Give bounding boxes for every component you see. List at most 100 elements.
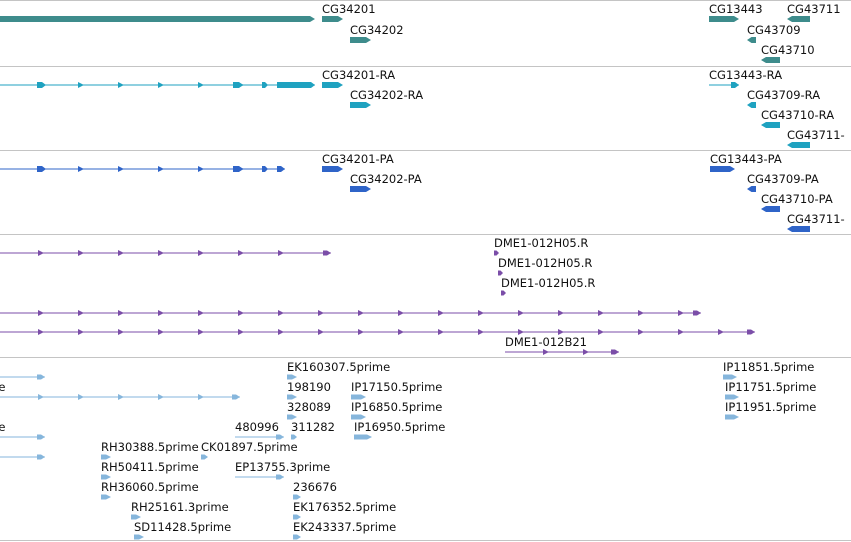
strand-arrow-icon [318, 329, 324, 335]
feature-glyph[interactable]: 311282 [291, 420, 335, 440]
feature-glyph[interactable] [0, 82, 315, 88]
feature-block [101, 454, 111, 460]
strand-arrow-icon [158, 394, 164, 400]
feature-glyph[interactable]: CG34201 [322, 2, 376, 22]
feature-label: IP16950.5prime [354, 420, 445, 434]
feature-exon [277, 82, 315, 88]
feature-glyph[interactable] [0, 454, 45, 460]
feature-block [37, 454, 45, 460]
feature-label: IP11751.5prime [725, 380, 816, 394]
feature-label: RH25161.3prime [131, 500, 229, 514]
feature-block [787, 16, 810, 22]
feature-glyph[interactable]: CG34202 [350, 23, 404, 43]
feature-glyph[interactable]: CG43711- [787, 128, 845, 148]
feature-glyph[interactable]: CG34201-RA [322, 68, 395, 88]
feature-exon [262, 166, 268, 172]
feature-glyph[interactable] [0, 16, 315, 22]
feature-glyph[interactable]: DME1-012H05.R [494, 236, 588, 256]
feature-glyph[interactable]: DME1-012B21 [505, 335, 619, 355]
strand-arrow-icon [358, 310, 364, 316]
feature-glyph[interactable]: 236676 [293, 480, 337, 500]
feature-block [322, 166, 343, 172]
feature-glyph[interactable]: CG13443-PA [710, 152, 782, 172]
feature-glyph[interactable]: 328089 [287, 400, 331, 420]
feature-glyph[interactable]: DME1-012H05.R [501, 276, 595, 296]
feature-glyph[interactable]: IP11751.5prime [725, 380, 816, 400]
feature-glyph[interactable]: prime [0, 374, 45, 395]
feature-glyph[interactable]: RH50411.5prime [101, 460, 199, 480]
feature-block [354, 434, 372, 440]
strand-arrow-icon [38, 394, 44, 400]
feature-glyph[interactable]: CG13443 [709, 2, 763, 22]
feature-block [276, 474, 284, 480]
feature-label: CG34201-PA [322, 152, 394, 166]
feature-glyph[interactable]: CG43709-RA [747, 88, 820, 108]
feature-glyph[interactable]: CG34201-PA [322, 152, 394, 172]
protein-track: CG34201-PA CG34202-PA CG13443-PA CG43709-PA… [0, 152, 845, 232]
feature-block [350, 102, 371, 108]
feature-label: IP16850.5prime [351, 400, 442, 414]
strand-arrow-icon [358, 329, 364, 335]
feature-glyph[interactable]: CG43710-PA [761, 192, 833, 212]
feature-glyph[interactable]: CG43709-PA [747, 172, 819, 192]
feature-label: EK176352.5prime [293, 500, 396, 514]
feature-glyph[interactable] [0, 166, 285, 172]
feature-glyph[interactable]: CG43711- [787, 212, 845, 232]
strand-arrow-icon [398, 310, 404, 316]
feature-glyph[interactable]: EP13755.3prime [235, 460, 330, 480]
strand-arrow-icon [278, 310, 284, 316]
strand-arrow-icon [518, 329, 524, 335]
feature-glyph[interactable]: CG34202-PA [350, 172, 422, 192]
strand-arrow-icon [78, 250, 84, 256]
feature-glyph[interactable]: CG43710-RA [761, 108, 834, 128]
feature-block [747, 329, 755, 335]
feature-glyph[interactable]: EK176352.5prime [293, 500, 396, 520]
feature-glyph[interactable]: IP11851.5prime [723, 360, 814, 380]
feature-glyph[interactable]: IP17150.5prime [351, 380, 442, 400]
feature-glyph[interactable] [0, 394, 240, 400]
feature-glyph[interactable]: RH30388.5prime [101, 440, 199, 460]
feature-block [501, 290, 506, 296]
feature-block [351, 414, 366, 420]
strand-arrow-icon [38, 310, 44, 316]
strand-arrow-icon [198, 310, 204, 316]
feature-block [101, 494, 111, 500]
feature-glyph[interactable]: CG43709 [747, 23, 801, 43]
strand-arrow-icon [78, 82, 84, 88]
feature-glyph[interactable]: IP16950.5prime [354, 420, 445, 440]
feature-glyph[interactable]: CG43711 [787, 2, 841, 22]
feature-glyph[interactable]: IP16850.5prime [351, 400, 442, 420]
feature-glyph[interactable]: 480996 [235, 420, 284, 440]
feature-block [350, 37, 371, 43]
feature-block [293, 494, 301, 500]
feature-block [787, 226, 810, 232]
feature-label: 328089 [287, 400, 331, 414]
feature-block [287, 414, 297, 420]
feature-label: prime [0, 380, 6, 394]
feature-glyph[interactable]: CG13443-RA [709, 68, 782, 88]
feature-glyph[interactable]: EK160307.5prime [287, 360, 390, 380]
feature-glyph[interactable]: IP11951.5prime [725, 400, 816, 420]
feature-label: CG43711- [787, 128, 845, 142]
feature-glyph[interactable] [0, 250, 331, 256]
feature-glyph[interactable] [0, 310, 701, 316]
feature-glyph[interactable]: CG34202-RA [350, 88, 423, 108]
feature-glyph[interactable]: CG43710 [761, 43, 815, 63]
feature-glyph[interactable]: EK243337.5prime [293, 520, 396, 540]
clone-track: DME1-012H05.R DME1-012H05.R DME1-012H05.R D… [0, 236, 755, 355]
feature-glyph[interactable]: SD11428.5prime [134, 520, 231, 540]
feature-glyph[interactable]: RH25161.3prime [131, 500, 229, 520]
strand-arrow-icon [238, 250, 244, 256]
feature-glyph[interactable] [0, 329, 755, 335]
feature-glyph[interactable]: DME1-012H05.R [498, 256, 592, 276]
feature-glyph[interactable]: prime [0, 420, 45, 440]
feature-label: CG43710-RA [761, 108, 834, 122]
strand-arrow-icon [158, 82, 164, 88]
feature-glyph[interactable]: 198190 [287, 380, 331, 400]
strand-arrow-icon [198, 82, 204, 88]
feature-glyph[interactable]: RH36060.5prime [101, 480, 199, 500]
strand-arrow-icon [558, 329, 564, 335]
strand-arrow-icon [238, 329, 244, 335]
feature-glyph[interactable]: CK01897.5prime [201, 440, 298, 460]
